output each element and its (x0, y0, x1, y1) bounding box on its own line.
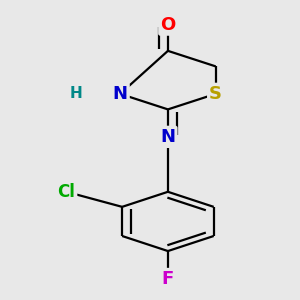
Text: H: H (70, 86, 83, 101)
Text: Cl: Cl (58, 183, 75, 201)
Text: N: N (112, 85, 128, 103)
Text: O: O (160, 16, 176, 34)
Text: S: S (209, 85, 222, 103)
Text: H: H (70, 86, 83, 101)
Text: N: N (160, 128, 175, 146)
Text: F: F (162, 270, 174, 288)
